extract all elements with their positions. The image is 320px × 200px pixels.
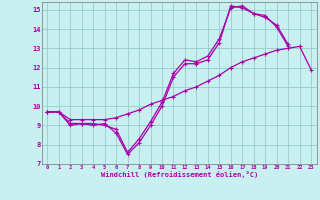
X-axis label: Windchill (Refroidissement éolien,°C): Windchill (Refroidissement éolien,°C) xyxy=(100,171,258,178)
